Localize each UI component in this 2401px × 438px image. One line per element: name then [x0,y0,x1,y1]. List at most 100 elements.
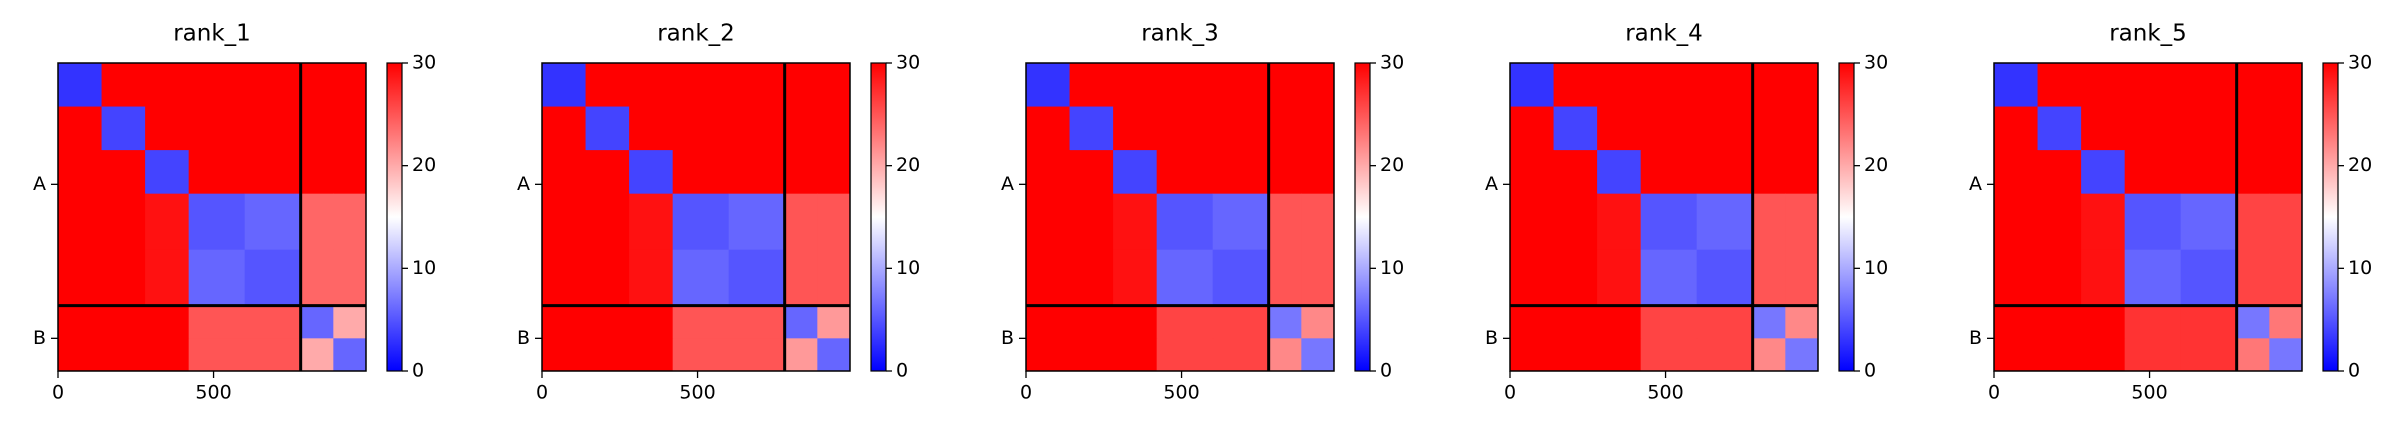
heatmap-cell [1069,305,1114,339]
heatmap-cell [728,63,786,108]
panel-title: rank_5 [2109,21,2187,47]
heatmap-cell [585,305,630,339]
heatmap-cell [672,338,730,372]
heatmap-cell [2236,338,2270,372]
colorbar-tick-label: 0 [896,360,908,382]
heatmap-cell [672,63,730,108]
axes-frame [57,62,367,372]
heatmap-cell [2037,305,2082,339]
heatmap-cell [2081,193,2126,251]
heatmap-cell [2180,249,2238,307]
heatmap-cell [1553,338,1598,372]
heatmap-cell [2180,106,2238,151]
heatmap-cell [585,249,630,307]
heatmap-cell [1597,305,1642,339]
heatmap-cell [2269,305,2303,339]
heatmap-cell [145,106,190,151]
heatmap-cell [2037,106,2082,151]
heatmap-cell [1212,150,1270,195]
heatmap-cell [629,338,674,372]
heatmap-cell [2037,249,2082,307]
heatmap-cell [817,249,851,307]
heatmap-cell [1113,150,1158,195]
heatmap-cell [1696,305,1754,339]
heatmap-cell [188,150,246,195]
heatmap-cell [585,150,630,195]
heatmap-cell [145,249,190,307]
heatmap-cell [300,305,334,339]
heatmap-cell [585,63,630,108]
heatmap-cell [1752,305,1786,339]
heatmap-cell [542,305,587,339]
heatmap-cell [2180,63,2238,108]
heatmap-cell [1785,305,1819,339]
heatmap-cell [672,305,730,339]
heatmap-cell [1212,305,1270,339]
heatmap-cell [333,106,367,151]
heatmap-cell [784,249,818,307]
heatmap-cell [784,150,818,195]
heatmap-cell [817,150,851,195]
colorbar-tick-label: 30 [2348,52,2372,74]
heatmap-cell [145,150,190,195]
heatmap-cell [1640,106,1698,151]
heatmap-cell [1994,305,2039,339]
heatmap-cell [2124,193,2182,251]
heatmap-cell [58,193,103,251]
heatmap-cell [101,305,146,339]
heatmap-cell [333,150,367,195]
heatmap-cell [1994,63,2039,108]
heatmap-cell [1597,150,1642,195]
heatmap-cell [1597,106,1642,151]
colorbar-tick-label: 10 [2348,257,2372,279]
heatmap-cell [1785,63,1819,108]
colorbar-tick-label: 30 [1380,52,1404,74]
heatmap-cell [585,106,630,151]
heatmap-cell [784,338,818,372]
heatmap-cell [1752,106,1786,151]
axes-frame [1509,62,1819,372]
heatmap-cell [1640,305,1698,339]
colorbar-tick-label: 10 [1380,257,1404,279]
heatmap-cell [1752,63,1786,108]
panel-title: rank_3 [1141,21,1219,47]
heatmap-cell [188,106,246,151]
heatmap-cell [784,305,818,339]
heatmap-cell [542,106,587,151]
heatmap-cell [1597,338,1642,372]
heatmap-cell [1994,249,2039,307]
heatmap-cell [817,193,851,251]
heatmap-cell [1212,338,1270,372]
x-tick-label: 500 [1647,382,1683,404]
heatmap-cell [1156,249,1214,307]
heatmap-cell [1026,305,1071,339]
x-tick-label: 500 [2131,382,2167,404]
heatmap-cell [1268,106,1302,151]
heatmap-cell [1696,193,1754,251]
heatmap-cell [629,305,674,339]
heatmap-cell [2037,338,2082,372]
heatmap-cell [1212,106,1270,151]
x-tick-label: 0 [536,382,548,404]
heatmap-cell [1640,338,1698,372]
colorbar-tick-label: 0 [412,360,424,382]
heatmap-cell [1212,249,1270,307]
heatmap-cell [58,106,103,151]
heatmap-cell [300,249,334,307]
heatmap-cell [1156,193,1214,251]
heatmap-cell [2081,338,2126,372]
heatmap-cell [1640,249,1698,307]
heatmap-cell [1113,63,1158,108]
x-tick-label: 500 [195,382,231,404]
colorbar-tick-label: 20 [896,154,920,176]
y-tick-label: B [33,327,46,349]
heatmap-cell [2124,249,2182,307]
heatmap-cell [244,338,302,372]
heatmap-cell [333,63,367,108]
heatmap-cell [1156,106,1214,151]
heatmap-cell [1268,305,1302,339]
heatmap-cell [1069,249,1114,307]
heatmap-cell [728,150,786,195]
heatmap-cell [244,150,302,195]
y-tick-label: B [517,327,530,349]
